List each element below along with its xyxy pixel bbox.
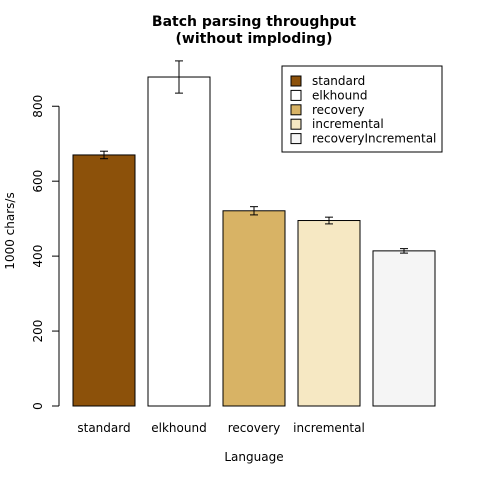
bar-incremental [297,220,361,407]
y-tick-label-0: 0 [31,402,45,410]
x-tick-label-recovery: recovery [228,421,281,435]
legend-swatch-standard [290,75,302,87]
bar-standard [72,154,136,407]
legend-label-standard: standard [312,74,365,88]
bar-recovery [222,210,286,407]
legend-label-incremental: incremental [312,117,384,131]
legend-swatch-recoveryIncremental [290,133,302,145]
y-tick-label-200: 200 [31,320,45,343]
chart-title-line-1: Batch parsing throughput [152,14,356,30]
x-tick-label-standard: standard [77,421,130,435]
y-ticks-layer: 0 200 400 600 800 [31,95,59,410]
bar-elkhound [147,76,211,407]
legend-swatch-recovery [290,104,302,116]
x-axis-label: Language [224,450,283,464]
y-tick-label-800: 800 [31,95,45,118]
chart-title-line-2: (without imploding) [176,31,333,47]
bar-recoveryIncremental [372,250,436,407]
legend: standardelkhoundrecoveryincrementalrecov… [281,65,443,153]
y-tick-label-600: 600 [31,170,45,193]
legend-label-elkhound: elkhound [312,88,367,102]
y-tick-label-400: 400 [31,245,45,268]
legend-swatch-elkhound [290,89,302,101]
bars-layer [72,76,436,407]
legend-label-recovery: recovery [312,103,365,117]
x-tick-label-incremental: incremental [293,421,365,435]
y-axis-label: 1000 chars/s [3,192,17,269]
error-bars-layer [100,60,408,254]
x-tick-label-elkhound: elkhound [151,421,206,435]
x-tick-labels-layer: standard elkhound recovery incremental [77,421,364,435]
legend-swatch-incremental [290,118,302,130]
legend-box [281,65,443,153]
legend-label-recoveryIncremental: recoveryIncremental [312,132,436,146]
